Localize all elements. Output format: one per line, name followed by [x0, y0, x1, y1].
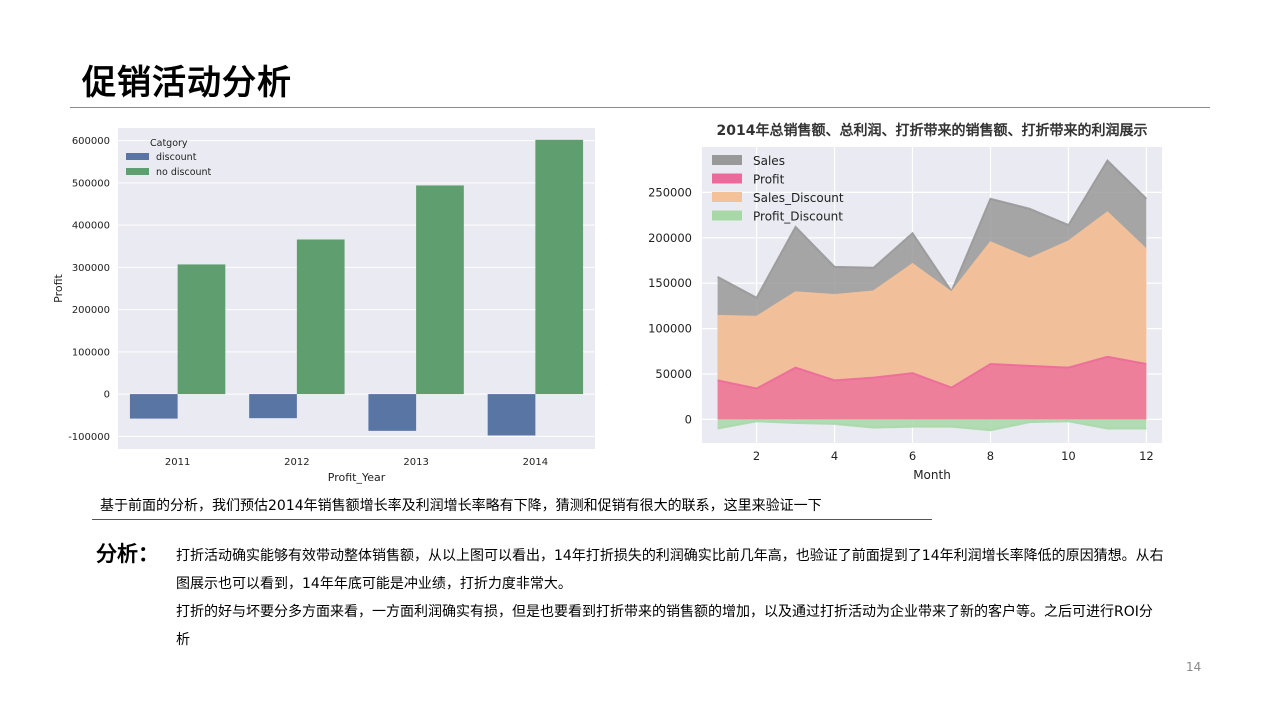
analysis-paragraph-1: 打折活动确实能够有效带动整体销售额，从以上图可以看出，14年打折损失的利润确实比…: [176, 548, 1164, 592]
line-profit: [717, 355, 1147, 390]
y-tick-label: 200000: [648, 231, 692, 245]
analysis-paragraph-2: 打折的好与坏要分多方面来看，一方面利润确实有损，但是也要看到打折带来的销售额的增…: [176, 604, 1153, 648]
bar-discount: [249, 394, 297, 419]
y-tick-label: 0: [685, 412, 692, 426]
legend-swatch: [712, 210, 742, 221]
analysis-text: 打折活动确实能够有效带动整体销售额，从以上图可以看出，14年打折损失的利润确实比…: [176, 542, 1166, 654]
bar-no-discount: [416, 185, 464, 395]
caption-divider: [92, 519, 932, 520]
bar-no-discount: [296, 239, 345, 395]
y-tick-label: 200000: [72, 305, 110, 316]
x-axis-label: Profit_Year: [328, 471, 386, 484]
legend: Catgory discount no discount: [126, 138, 212, 178]
x-tick-label: 2011: [165, 457, 190, 468]
x-tick-label: 2: [753, 449, 760, 463]
y-tick-label: 600000: [72, 136, 110, 147]
y-axis-label: Profit: [52, 273, 65, 302]
line-sales-discount: [717, 211, 1148, 318]
legend-swatch: [712, 155, 742, 165]
legend-label: no discount: [156, 167, 212, 178]
x-tick-label: 2013: [403, 457, 428, 468]
x-tick-label: 6: [909, 449, 916, 463]
legend-label: Profit_Discount: [753, 210, 843, 224]
y-tick-label: 150000: [648, 276, 692, 290]
y-tick-label: 50000: [655, 367, 692, 381]
line-sales: [717, 159, 1148, 300]
profit-by-year-bar-chart: -100000 0 100000 200000 300000 400000 500000 60…: [52, 128, 595, 484]
y-tick-label: 100000: [72, 347, 110, 358]
bar-no-discount: [177, 264, 226, 395]
x-tick-label: 10: [1061, 449, 1076, 463]
legend-swatch: [712, 173, 742, 184]
slide-title: 促销活动分析: [82, 63, 292, 103]
bar-discount: [129, 394, 178, 419]
title-divider: [70, 107, 1210, 108]
legend-label: Sales_Discount: [753, 191, 844, 205]
bar-no-discount: [535, 139, 584, 395]
legend-label: Sales: [753, 154, 785, 168]
y-tick-label: 400000: [72, 221, 110, 232]
legend-swatch: [126, 153, 149, 160]
legend-swatch: [126, 168, 149, 175]
y-tick-label: -100000: [68, 432, 110, 443]
analysis-label: 分析：: [96, 542, 159, 566]
y-tick-label: 250000: [648, 185, 692, 199]
x-axis-label: Month: [913, 468, 951, 482]
legend: Sales Profit Sales_Discount Profit_Discount: [712, 154, 844, 224]
legend-title: Catgory: [150, 138, 188, 149]
page-number: 14: [1186, 660, 1202, 674]
x-tick-label: 4: [831, 449, 838, 463]
chart-title: 2014年总销售额、总利润、打折带来的销售额、打折带来的利润展示: [717, 122, 1148, 139]
monthly-sales-profit-area-chart: 2014年总销售额、总利润、打折带来的销售额、打折带来的利润展示 0 50000 10…: [648, 122, 1162, 482]
x-tick-label: 2012: [284, 457, 309, 468]
legend-swatch: [712, 192, 742, 202]
x-tick-label: 12: [1139, 449, 1154, 463]
x-tick-label: 2014: [523, 457, 548, 468]
y-tick-label: 500000: [72, 178, 110, 189]
bar-discount: [487, 394, 536, 436]
x-tick-label: 8: [987, 449, 994, 463]
area-profit: [717, 356, 1147, 420]
legend-label: discount: [156, 152, 197, 163]
y-tick-label: 0: [104, 390, 110, 401]
y-tick-label: 300000: [72, 263, 110, 274]
y-tick-label: 100000: [648, 322, 692, 336]
legend-label: Profit: [753, 173, 785, 187]
area-profit-discount: [717, 419, 1147, 431]
line-profit-discount: [717, 420, 1147, 432]
slide-caption: 基于前面的分析，我们预估2014年销售额增长率及利润增长率略有下降，猜测和促销有…: [100, 498, 822, 514]
bar-discount: [368, 394, 417, 431]
